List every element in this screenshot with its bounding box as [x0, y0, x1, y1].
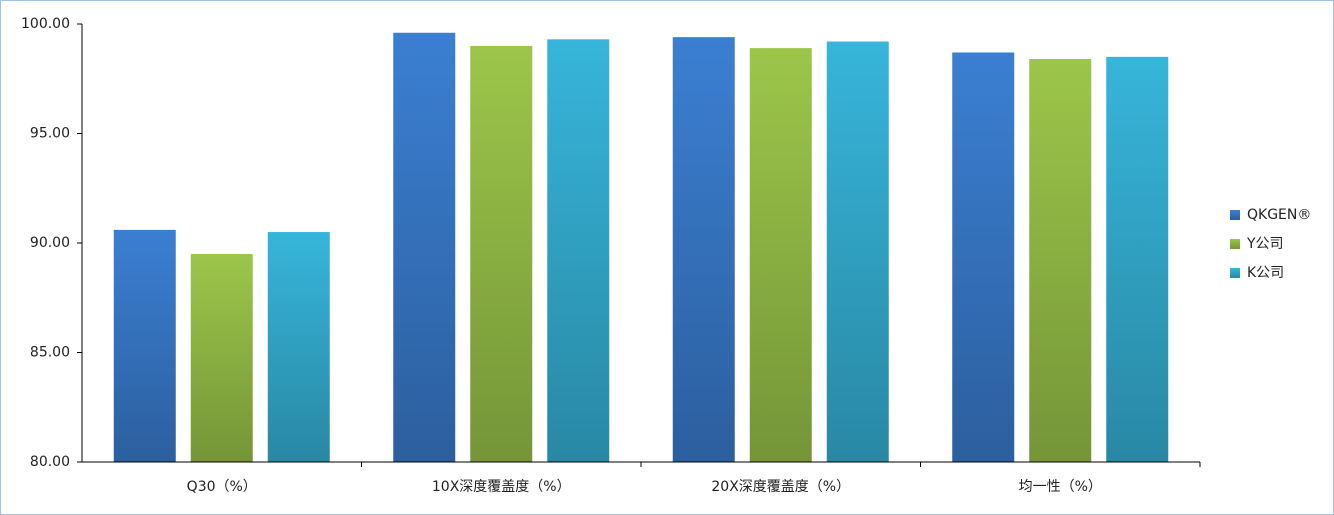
legend-swatch — [1230, 239, 1240, 249]
x-tick-label: Q30（%） — [187, 479, 257, 495]
y-tick-label: 80.00 — [30, 454, 70, 470]
bar — [267, 232, 330, 462]
legend-swatch — [1230, 268, 1240, 278]
bar — [952, 52, 1015, 462]
y-tick-label: 95.00 — [30, 126, 70, 142]
bar — [1106, 56, 1169, 462]
bar — [826, 41, 889, 463]
bar — [470, 45, 533, 463]
bar — [1029, 59, 1092, 462]
legend-label: K公司 — [1247, 265, 1284, 281]
y-tick-label: 100.00 — [21, 16, 70, 32]
legend-swatch — [1230, 210, 1240, 220]
bar — [113, 229, 176, 462]
x-tick-label: 均一性（%） — [1019, 479, 1102, 495]
legend-label: QKGEN® — [1247, 207, 1311, 223]
bar — [749, 48, 812, 463]
bar — [547, 39, 610, 462]
bar — [672, 37, 735, 462]
x-tick-label: 20X深度覆盖度（%） — [711, 479, 850, 495]
x-tick-label: 10X深度覆盖度（%） — [432, 479, 571, 495]
bar — [190, 253, 253, 462]
y-tick-label: 90.00 — [30, 235, 70, 251]
bar — [393, 32, 456, 462]
y-tick-label: 85.00 — [30, 345, 70, 361]
legend-label: Y公司 — [1246, 236, 1284, 252]
